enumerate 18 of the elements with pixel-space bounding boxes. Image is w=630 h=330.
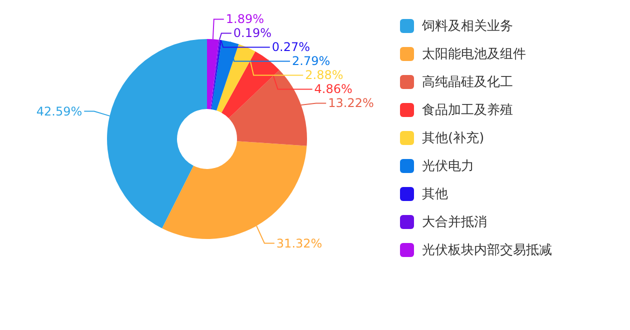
legend-label: 光伏板块内部交易抵减 [422,242,552,259]
data-label: 4.86% [314,82,352,96]
data-label: 42.59% [36,104,82,118]
legend-label: 其他(补充) [422,130,484,147]
data-label: 2.88% [305,68,344,82]
legend-label: 太阳能电池及组件 [422,46,526,63]
data-label: 31.32% [276,236,322,250]
data-label: 0.19% [233,26,272,40]
legend-label: 其他 [422,186,448,203]
legend-label: 高纯晶硅及化工 [422,74,513,91]
data-label: 2.79% [292,54,330,68]
legend-label: 光伏电力 [422,158,474,175]
legend-label: 饲料及相关业务 [422,18,513,35]
legend-label: 大合并抵消 [422,214,487,231]
legend-label: 食品加工及养殖 [422,102,513,119]
data-label: 1.89% [226,12,264,26]
data-label: 13.22% [328,96,374,110]
data-label: 0.27% [272,40,310,54]
